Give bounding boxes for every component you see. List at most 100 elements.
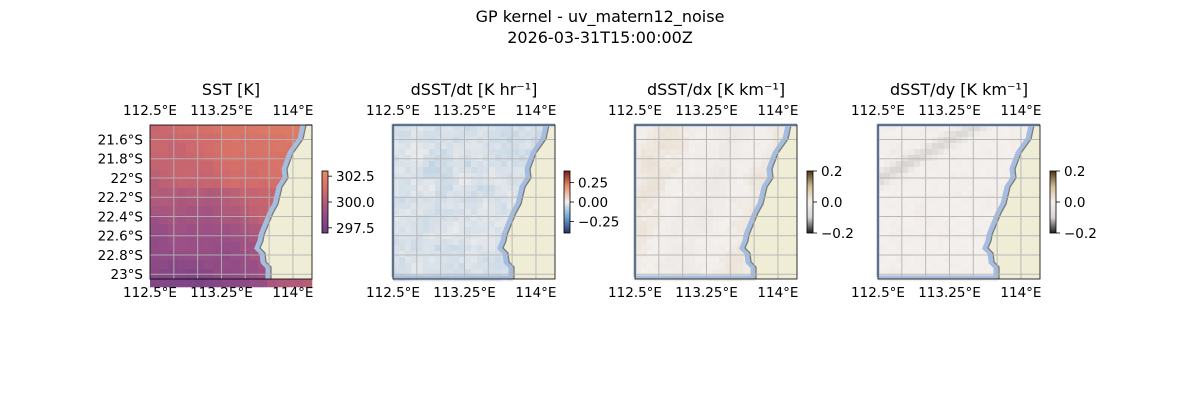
data-cell xyxy=(258,134,268,144)
colorbar-bar xyxy=(1049,170,1057,234)
data-cell xyxy=(267,152,277,162)
data-cell xyxy=(1022,131,1029,138)
data-cell xyxy=(890,191,897,198)
data-cell xyxy=(471,191,478,198)
data-cell xyxy=(447,227,454,234)
data-cell xyxy=(489,209,496,216)
data-cell xyxy=(168,134,178,144)
data-cell xyxy=(968,137,975,144)
data-cell xyxy=(168,251,178,261)
data-cell xyxy=(671,269,678,276)
data-cell xyxy=(423,161,430,168)
colorbar-bar xyxy=(806,170,814,234)
colorbar-tick-label: 0.2 xyxy=(821,164,842,180)
data-cell xyxy=(914,215,921,222)
data-cell xyxy=(447,197,454,204)
data-cell xyxy=(974,179,981,186)
data-cell xyxy=(459,239,466,246)
data-cell xyxy=(647,149,654,156)
data-cell xyxy=(393,251,400,258)
data-cell xyxy=(671,203,678,210)
data-cell xyxy=(938,149,945,156)
data-cell xyxy=(285,125,295,135)
data-cell xyxy=(908,203,915,210)
data-cell xyxy=(962,191,969,198)
data-cell xyxy=(659,209,666,216)
data-cell xyxy=(677,269,684,276)
data-cell xyxy=(150,233,160,243)
data-cell xyxy=(423,239,430,246)
data-cell xyxy=(204,233,214,243)
data-cell xyxy=(659,179,666,186)
data-cell xyxy=(267,170,277,180)
data-cell xyxy=(453,251,460,258)
data-cell xyxy=(689,173,696,180)
data-cell xyxy=(920,227,927,234)
data-cell xyxy=(671,125,678,132)
data-cell xyxy=(878,167,885,174)
y-tick-label: 22.6°S xyxy=(98,229,143,245)
y-tick-label: 21.6°S xyxy=(98,132,143,148)
data-cell xyxy=(695,209,702,216)
data-cell xyxy=(150,143,160,153)
data-cell xyxy=(495,161,502,168)
data-cell xyxy=(465,161,472,168)
data-cell xyxy=(878,161,885,168)
data-cell xyxy=(231,143,241,153)
data-cell xyxy=(635,227,642,234)
data-cell xyxy=(914,269,921,276)
data-cell xyxy=(186,206,196,216)
data-cell xyxy=(932,203,939,210)
data-cell xyxy=(441,251,448,258)
data-cell xyxy=(773,125,780,132)
data-cell xyxy=(890,203,897,210)
data-cell xyxy=(222,143,232,153)
data-cell xyxy=(641,161,648,168)
data-cell xyxy=(204,188,214,198)
data-cell xyxy=(417,239,424,246)
data-cell xyxy=(417,215,424,222)
data-cell xyxy=(653,257,660,264)
data-cell xyxy=(755,155,762,162)
data-cell xyxy=(186,215,196,225)
data-cell xyxy=(393,269,400,276)
data-cell xyxy=(743,215,750,222)
data-cell xyxy=(477,227,484,234)
data-cell xyxy=(902,155,909,162)
data-cell xyxy=(707,203,714,210)
data-cell xyxy=(519,125,526,132)
data-cell xyxy=(767,155,774,162)
data-cell xyxy=(177,251,187,261)
data-cell xyxy=(441,149,448,156)
data-cell xyxy=(938,185,945,192)
data-cell xyxy=(641,155,648,162)
data-cell xyxy=(665,191,672,198)
data-cell xyxy=(393,245,400,252)
data-cell xyxy=(168,206,178,216)
data-cell xyxy=(647,221,654,228)
data-cell xyxy=(926,239,933,246)
data-cell xyxy=(441,125,448,132)
data-cell xyxy=(665,143,672,150)
data-cell xyxy=(186,143,196,153)
data-cell xyxy=(537,125,544,132)
data-cell xyxy=(914,155,921,162)
data-cell xyxy=(890,209,897,216)
data-cell xyxy=(393,227,400,234)
data-cell xyxy=(671,221,678,228)
colorbar: 0.250.00−0.25 xyxy=(563,170,619,234)
data-cell xyxy=(890,215,897,222)
data-cell xyxy=(731,251,738,258)
data-cell xyxy=(950,161,957,168)
data-cell xyxy=(677,209,684,216)
data-cell xyxy=(429,245,436,252)
data-cell xyxy=(507,185,514,192)
data-cell xyxy=(258,161,268,171)
data-cell xyxy=(956,215,963,222)
data-cell xyxy=(962,161,969,168)
data-cell xyxy=(501,269,508,276)
data-cell xyxy=(641,179,648,186)
data-cell xyxy=(267,161,277,171)
data-cell xyxy=(902,185,909,192)
data-cell xyxy=(1004,143,1011,150)
